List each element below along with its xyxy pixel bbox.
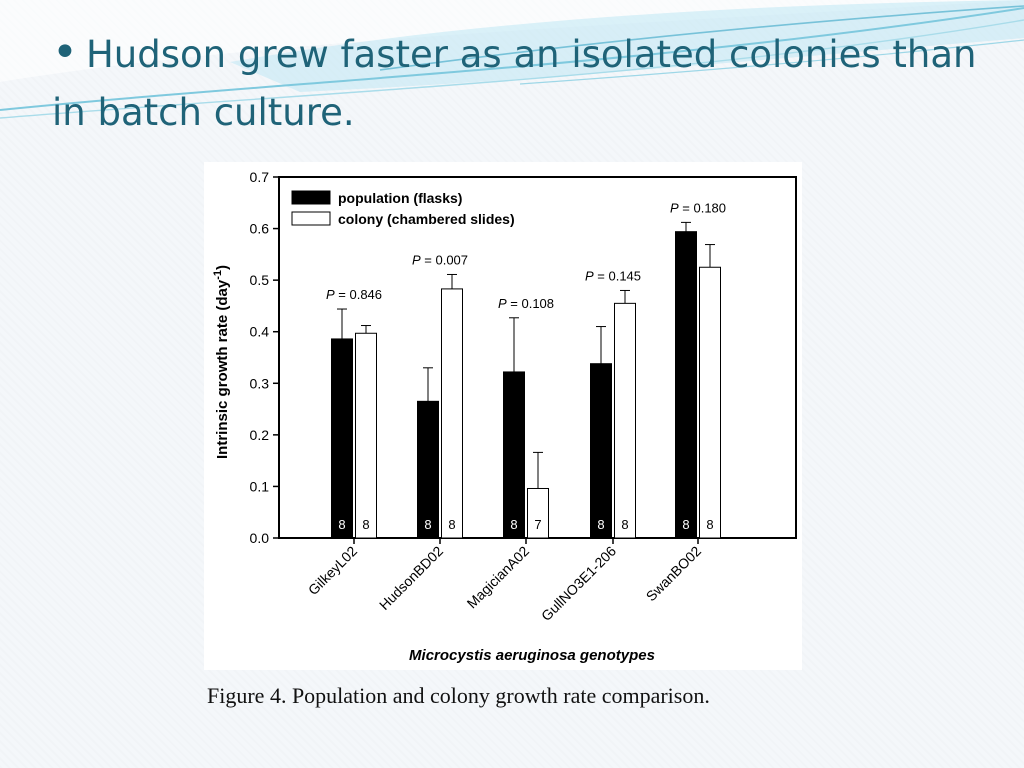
x-tick-label: GullNO3E1-206 <box>538 543 619 624</box>
y-axis-label-close: ) <box>214 265 231 270</box>
x-tick-label: GilkeyL02 <box>305 543 360 598</box>
sample-size-label: 8 <box>621 517 628 532</box>
sample-size-label: 8 <box>338 517 345 532</box>
bar-chart: 0.0 0.1 0.2 0.3 0.4 0.5 0.6 0.7 8 8 P = 0.846 8 8 P … <box>212 169 797 664</box>
legend: population (flasks) colony (chambered sli… <box>291 190 515 227</box>
y-tick-label: 0.2 <box>250 427 270 443</box>
y-axis: 0.0 0.1 0.2 0.3 0.4 0.5 0.6 0.7 <box>250 169 279 546</box>
p-value-letter: P <box>412 252 421 267</box>
y-tick-label: 0.4 <box>250 324 270 340</box>
p-value-label: P = 0.007 <box>412 252 468 267</box>
p-value-label: P = 0.180 <box>670 200 726 215</box>
p-value-number: = 0.007 <box>421 252 468 267</box>
sample-size-label: 7 <box>534 517 541 532</box>
sample-size-label: 8 <box>510 517 517 532</box>
bullet-icon: • <box>52 27 78 78</box>
y-tick-label: 0.7 <box>250 169 270 185</box>
legend-label: population (flasks) <box>338 190 462 206</box>
p-value-label: P = 0.145 <box>585 268 641 283</box>
p-value-number: = 0.846 <box>335 287 382 302</box>
bar-population <box>675 231 697 539</box>
legend-label: colony (chambered slides) <box>338 211 515 227</box>
header-swoosh <box>0 0 1024 119</box>
sample-size-label: 8 <box>706 517 713 532</box>
p-value-number: = 0.145 <box>594 268 641 283</box>
legend-swatch-colony <box>291 211 331 226</box>
legend-swatch-population <box>291 190 331 205</box>
bar-colony <box>699 266 721 539</box>
sample-size-label: 8 <box>448 517 455 532</box>
sample-size-label: 8 <box>597 517 604 532</box>
sample-size-label: 8 <box>424 517 431 532</box>
p-value-letter: P <box>670 200 679 215</box>
y-axis-label: Intrinsic growth rate (day-1) <box>212 265 231 459</box>
y-tick-label: 0.3 <box>250 375 270 391</box>
x-axis-label: Microcystis aeruginosa genotypes <box>409 647 655 664</box>
slide-title: • Hudson grew faster as an isolated colon… <box>52 24 1012 142</box>
x-axis: GilkeyL02 HudsonBD02 MagicianA02 GullNO3E1-… <box>305 538 704 624</box>
bar-colony <box>614 302 636 539</box>
p-value-letter: P <box>326 287 335 302</box>
bar-colony <box>441 288 463 539</box>
y-axis-label-sup: -1 <box>212 270 224 280</box>
bar-population <box>503 371 525 539</box>
x-tick-label: SwanBO02 <box>643 543 705 605</box>
p-value-letter: P <box>498 296 507 311</box>
figure-chart: 0.0 0.1 0.2 0.3 0.4 0.5 0.6 0.7 8 8 P = 0.846 8 8 P … <box>204 162 802 670</box>
slide-title-text: Hudson grew faster as an isolated coloni… <box>52 33 977 134</box>
p-value-label: P = 0.846 <box>326 287 382 302</box>
bar-population <box>331 338 353 539</box>
bar-colony <box>355 332 377 539</box>
sample-size-label: 8 <box>682 517 689 532</box>
bars-group: 8 8 P = 0.846 8 8 P = 0.007 8 7 P = 0.108 8 8 P = 0… <box>326 200 726 539</box>
p-value-label: P = 0.108 <box>498 296 554 311</box>
p-value-number: = 0.180 <box>679 200 726 215</box>
y-tick-label: 0.1 <box>250 478 270 494</box>
y-tick-label: 0.6 <box>250 221 270 237</box>
x-tick-label: MagicianA02 <box>464 543 533 612</box>
p-value-letter: P <box>585 268 594 283</box>
sample-size-label: 8 <box>362 517 369 532</box>
y-tick-label: 0.5 <box>250 272 270 288</box>
y-axis-label-text: Intrinsic growth rate (day <box>214 279 231 459</box>
y-tick-label: 0.0 <box>250 530 270 546</box>
bar-population <box>590 363 612 539</box>
p-value-number: = 0.108 <box>507 296 554 311</box>
x-tick-label: HudsonBD02 <box>376 543 446 613</box>
figure-caption: Figure 4. Population and colony growth r… <box>207 683 710 708</box>
